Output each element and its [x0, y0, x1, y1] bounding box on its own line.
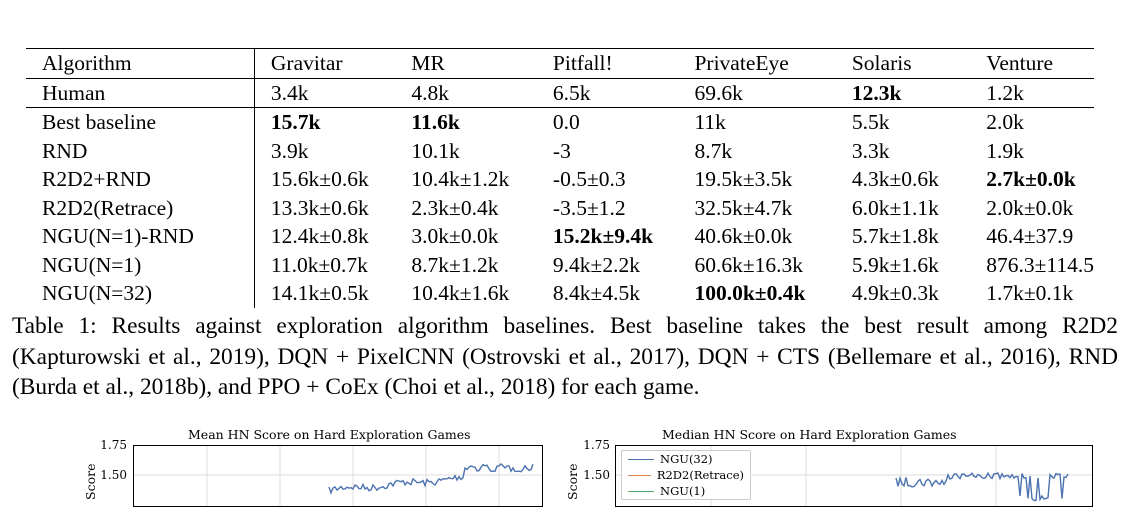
table-row: Best baseline 15.7k 11.6k 0.0 11k 5.5k 2… [26, 107, 1094, 137]
legend-swatch [628, 474, 651, 476]
table-header-row: Algorithm Gravitar MR Pitfall! PrivateEy… [26, 48, 1094, 78]
header-cell: Gravitar [253, 48, 412, 78]
plot-area: NGU(32) R2D2(Retrace) NGU(1) [615, 445, 1093, 507]
y-axis-label: Score [565, 463, 580, 500]
table-cell: 6.0k±1.1k [851, 195, 939, 220]
y-tick-label: 1.50 [583, 468, 610, 482]
table-cell: 5.9k±1.6k [851, 252, 939, 277]
table-cell: 3.3k [851, 138, 890, 163]
ngu32-series-line [328, 463, 534, 495]
table-cell: R2D2+RND [42, 167, 151, 191]
table-caption: Table 1: Results against exploration alg… [12, 313, 1118, 400]
legend-label: NGU(32) [660, 452, 713, 466]
y-axis-label: Score [83, 463, 98, 500]
table-cell: RND [42, 138, 88, 163]
legend-label: NGU(1) [660, 484, 706, 498]
y-tick-label: 1.75 [100, 438, 127, 452]
table-cell: 876.3±114.5 [986, 252, 1094, 277]
legend-swatch [628, 490, 654, 492]
header-cell: Pitfall! [552, 51, 613, 75]
table-cell: -3.5±1.2 [552, 195, 626, 220]
table-cell: 60.6k±16.3k [694, 252, 804, 277]
median-score-plot: Median HN Score on Hard Exploration Game… [560, 420, 1128, 507]
mean-score-plot: Mean HN Score on Hard Exploration Games … [0, 420, 560, 507]
table-cell: 100.0k±0.4k [694, 281, 806, 305]
table-cell: 9.4k±2.2k [552, 252, 640, 277]
header-cell: Venture [986, 51, 1054, 75]
table-cell: -3 [552, 138, 571, 163]
y-tick-label: 1.50 [100, 468, 127, 482]
table-cell: 12.3k [851, 80, 902, 105]
table-row-human: Human 3.4k 4.8k 6.5k 69.6k 12.3k 1.2k [26, 78, 1094, 108]
table-cell: Best baseline [42, 110, 157, 134]
table-cell: 1.7k±0.1k [986, 281, 1074, 305]
table-cell: 10.1k [411, 138, 460, 163]
table-cell: 13.3k±0.6k [253, 193, 412, 222]
table-cell: 2.0k±0.0k [986, 195, 1074, 220]
legend-item-ngu32: NGU(32) [622, 451, 750, 467]
table-cell: 4.8k [411, 80, 450, 105]
table-cell: 11.0k±0.7k [253, 250, 412, 279]
table-cell: 12.4k±0.8k [253, 222, 412, 251]
table-cell: 19.5k±3.5k [694, 167, 793, 191]
table-cell: 2.0k [986, 110, 1024, 134]
table-cell: 69.6k [694, 80, 743, 105]
table-cell: 8.7k±1.2k [411, 252, 499, 277]
table-cell: NGU(N=1)-RND [42, 224, 194, 248]
table-cell: 15.6k±0.6k [253, 165, 412, 194]
table-cell: 2.3k±0.4k [411, 195, 499, 220]
table-cell: 5.7k±1.8k [851, 224, 939, 248]
mean-score-curve [134, 446, 542, 506]
table-cell: 4.3k±0.6k [851, 167, 939, 191]
header-cell: PrivateEye [694, 51, 789, 75]
plot-legend: NGU(32) R2D2(Retrace) NGU(1) [621, 450, 751, 500]
y-tick-label: 1.75 [583, 438, 610, 452]
plot-title: Median HN Score on Hard Exploration Game… [662, 427, 957, 442]
table-cell: NGU(N=32) [42, 281, 153, 305]
table-cell: 3.9k [253, 136, 412, 165]
legend-swatch [628, 458, 654, 460]
table-row: R2D2(Retrace) 13.3k±0.6k 2.3k±0.4k -3.5±… [26, 193, 1094, 222]
table-cell: 8.4k±4.5k [552, 281, 640, 305]
plot-title: Mean HN Score on Hard Exploration Games [188, 427, 471, 442]
table-row: R2D2+RND 15.6k±0.6k 10.4k±1.2k -0.5±0.3 … [26, 165, 1094, 194]
table-cell: 5.5k [851, 110, 890, 134]
legend-label: R2D2(Retrace) [656, 468, 744, 482]
header-cell: Algorithm [42, 51, 132, 75]
table-row: RND 3.9k 10.1k -3 8.7k 3.3k 1.9k [26, 136, 1094, 165]
table-cell: 3.4k [253, 78, 412, 108]
table-cell: 3.0k±0.0k [411, 224, 499, 248]
results-table: Algorithm Gravitar MR Pitfall! PrivateEy… [26, 48, 1094, 308]
table-cell: 8.7k [694, 138, 733, 163]
table-cell: Human [42, 80, 106, 105]
header-cell: MR [411, 51, 445, 75]
table-cell: 4.9k±0.3k [851, 281, 939, 305]
table-row: NGU(N=1) 11.0k±0.7k 8.7k±1.2k 9.4k±2.2k … [26, 250, 1094, 279]
header-cell: Solaris [851, 51, 912, 75]
table-cell: 0.0 [552, 110, 580, 134]
table-cell: 1.2k [986, 80, 1024, 105]
ngu32-series-line [895, 471, 1069, 502]
table-cell: 40.6k±0.0k [694, 224, 793, 248]
table-cell: NGU(N=1) [42, 252, 142, 277]
plot-area [133, 445, 543, 507]
table-row: NGU(N=32) 14.1k±0.5k 10.4k±1.6k 8.4k±4.5… [26, 279, 1094, 308]
table-cell: R2D2(Retrace) [42, 195, 174, 220]
table-cell: 10.4k±1.2k [411, 167, 510, 191]
table-cell: 11.6k [411, 110, 460, 134]
table-cell: -0.5±0.3 [552, 167, 626, 191]
table-cell: 1.9k [986, 138, 1024, 163]
table-cell: 32.5k±4.7k [694, 195, 793, 220]
table-cell: 11k [694, 110, 726, 134]
legend-item-r2d2-retrace: R2D2(Retrace) [622, 467, 750, 483]
table-cell: 10.4k±1.6k [411, 281, 510, 305]
table-cell: 15.7k [253, 107, 412, 137]
table-cell: 46.4±37.9 [986, 224, 1074, 248]
legend-item-ngu1: NGU(1) [622, 483, 750, 499]
table-cell: 14.1k±0.5k [253, 279, 412, 308]
table-cell: 6.5k [552, 80, 591, 105]
table-cell: 15.2k±9.4k [552, 224, 654, 248]
table-cell: 2.7k±0.0k [986, 167, 1076, 191]
table-row: NGU(N=1)-RND 12.4k±0.8k 3.0k±0.0k 15.2k±… [26, 222, 1094, 251]
